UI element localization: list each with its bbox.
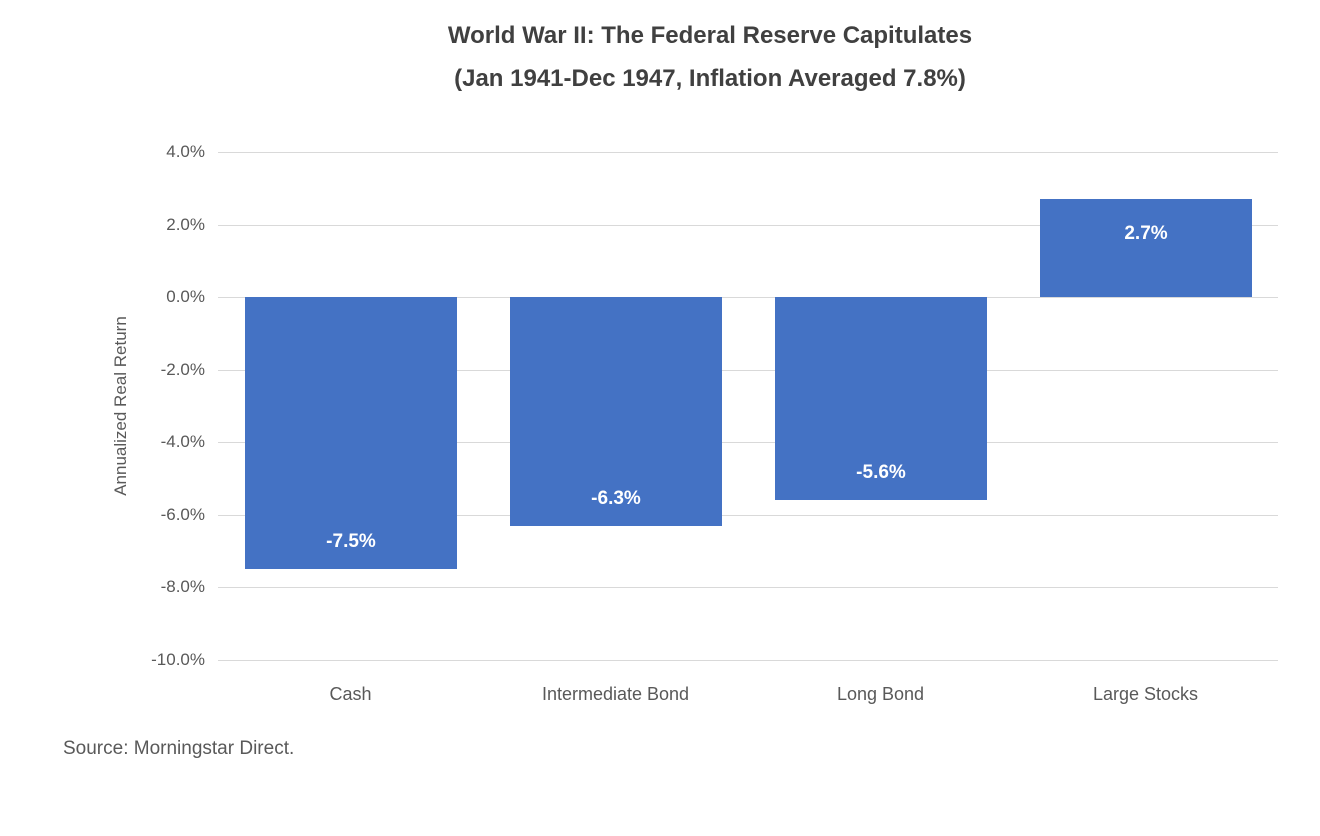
bar-cash: -7.5% — [245, 297, 457, 570]
y-tick-label: -6.0% — [160, 504, 205, 524]
x-category-label: Large Stocks — [1092, 684, 1199, 704]
y-axis-title: Annualized Real Return — [111, 316, 130, 496]
gridline — [218, 152, 1278, 153]
gridline — [218, 587, 1278, 589]
x-category-label: Cash — [329, 684, 372, 704]
x-category-label: Long Bond — [836, 684, 925, 704]
gridline — [218, 514, 1278, 516]
bar-value-label: -5.6% — [856, 462, 906, 484]
gridline — [218, 442, 1278, 444]
chart-title: World War II: The Federal Reserve Capitu… — [447, 22, 973, 49]
y-tick-label: -2.0% — [160, 359, 205, 379]
gridline — [218, 369, 1278, 371]
gridline — [218, 297, 1278, 299]
bar-large-stocks: 2.7% — [1040, 199, 1252, 298]
gridline — [218, 224, 1278, 226]
chart-subtitle: (Jan 1941-Dec 1947, Inflation Averaged 7… — [454, 64, 966, 92]
y-tick-label: -10.0% — [151, 650, 205, 669]
plot-area: -7.5% -6.3% -5.6% 2.7% — [218, 152, 1278, 661]
source-note: Source: Morningstar Direct. — [63, 738, 295, 759]
bar-value-label: -6.3% — [591, 487, 641, 509]
bar-value-label: 2.7% — [1124, 223, 1168, 245]
y-tick-label: 4.0% — [166, 142, 205, 161]
y-tick-label: -8.0% — [160, 577, 205, 597]
title-block: World War II: The Federal Reserve Capitu… — [100, 22, 1320, 94]
y-tick-label: 0.0% — [166, 287, 205, 307]
gridline — [218, 660, 1278, 661]
bar-intermediate-bond: -6.3% — [510, 297, 722, 526]
x-category-label: Intermediate Bond — [541, 684, 690, 704]
bar-value-label: -7.5% — [326, 531, 376, 553]
bar-long-bond: -5.6% — [775, 297, 987, 501]
y-tick-label: 2.0% — [166, 214, 205, 234]
y-tick-label: -4.0% — [160, 432, 205, 452]
